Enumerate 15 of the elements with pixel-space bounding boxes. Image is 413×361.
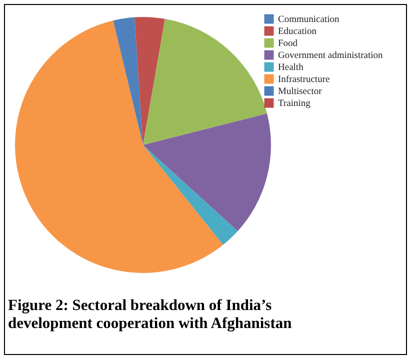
pie-slice [143, 18, 268, 145]
pie-slice [134, 17, 165, 145]
legend-label: Education [278, 27, 317, 37]
legend-label: Communication [278, 15, 340, 25]
legend-label: Infrastructure [278, 75, 330, 85]
legend-label: Training [278, 99, 311, 109]
pie-slice [113, 17, 143, 145]
pie-slice [143, 114, 271, 232]
legend-label: Government administration [278, 51, 383, 61]
legend-label: Health [278, 63, 304, 73]
pie-slice [15, 20, 224, 273]
text: Figure 2: Sectoral breakdown of India’s development cooperation with Afghanistan [8, 297, 292, 332]
legend-label: Multisector [278, 87, 323, 97]
pie-slice [143, 145, 238, 245]
legend-label: Food [278, 39, 298, 49]
